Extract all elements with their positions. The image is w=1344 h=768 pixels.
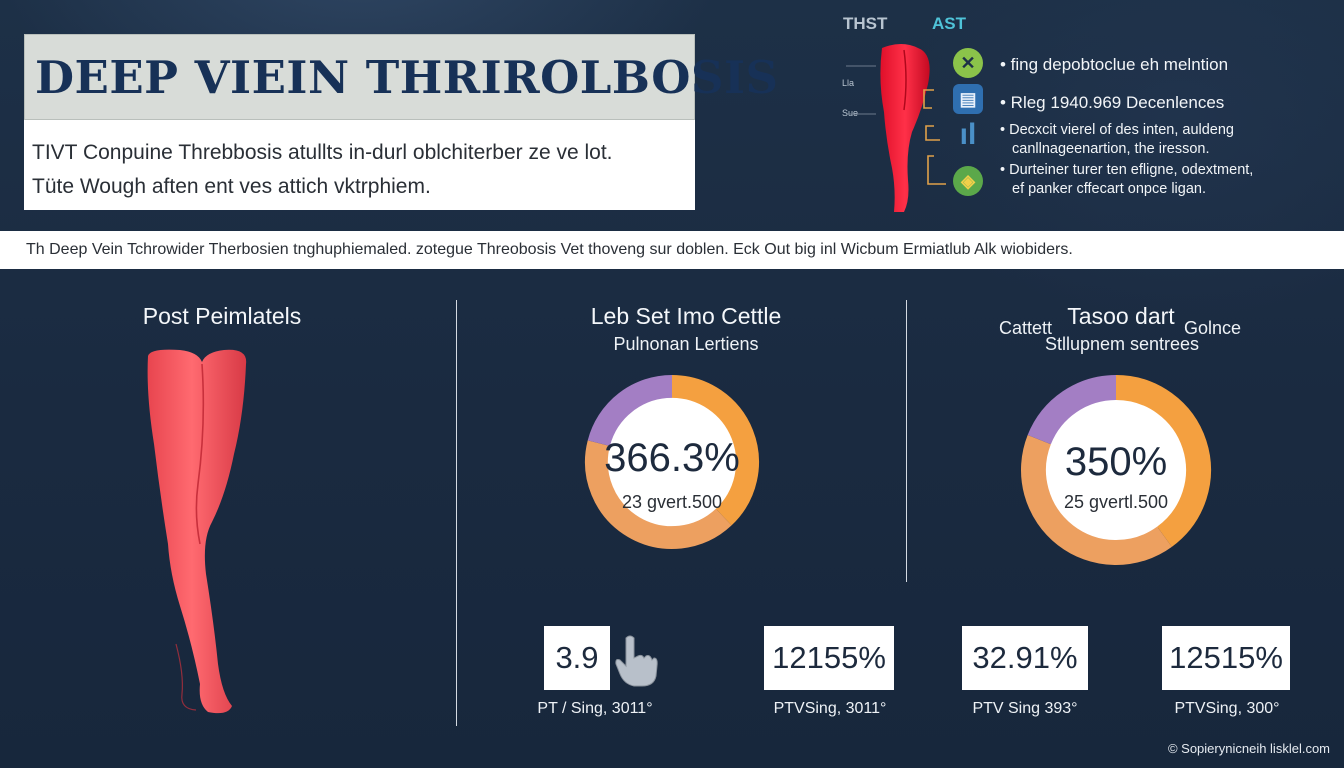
legend-connectors	[846, 65, 946, 185]
right-donut-value: 350%	[1064, 440, 1168, 484]
donut-slice-purple-arc	[587, 375, 673, 447]
middle-donut-subvalue: 23 gvert.500	[621, 492, 723, 512]
stat-caption-4: PTVSing, 300°	[1174, 700, 1280, 717]
page-title: DEEP VIEIN THRIROLBOSIS	[35, 50, 779, 104]
legend-bullet-2: • Rleg 1940.969 Decenlences	[1000, 93, 1225, 112]
middle-donut-value: 366.3%	[604, 436, 740, 480]
legend-bullet-1: • fing depobtoclue eh melntion	[1000, 55, 1229, 74]
stat-box-1: 3.9	[544, 626, 610, 690]
right-panel-side-right: Golnce	[1184, 318, 1242, 338]
red-leg-illustration	[880, 44, 930, 212]
pink-legs-illustration	[147, 349, 247, 714]
middle-panel-subtitle: Pulnonan Lertiens	[613, 334, 759, 354]
legend-bullet-3b: canllnageenartion, the iresson.	[1012, 141, 1210, 157]
left-panel-title: Post Peimlatels	[142, 303, 302, 329]
donut-center	[1044, 398, 1188, 542]
info-banner: Th Deep Vein Tchrowider Therbosien tnghu…	[0, 231, 1344, 269]
donut-center	[606, 396, 738, 528]
legend-label-left: THST	[843, 14, 888, 33]
right-panel-title: Tasoo dart	[1067, 303, 1175, 329]
document-icon: ▤	[953, 84, 983, 114]
divider-left	[456, 300, 457, 726]
stat-box-3: 32.91%	[962, 626, 1088, 690]
medal-icon: ◈	[953, 166, 983, 196]
right-donut-subvalue: 25 gvertl.500	[1063, 492, 1169, 512]
stat-caption-1: PT / Sing, 3011°	[537, 700, 653, 717]
right-panel-side-left: Cattett	[999, 318, 1053, 338]
right-donut: 350% 25 gvertl.500	[1020, 374, 1212, 566]
stat-value-4: 12515%	[1169, 640, 1283, 675]
stat-box-2: 12155%	[764, 626, 894, 690]
legend-bullet-4: • Durteiner turer ten efligne, odextment…	[1000, 162, 1254, 178]
donut-slice-orange-arc	[671, 375, 759, 526]
legend-bullet-4b: ef panker cffecart onpce ligan.	[1012, 181, 1206, 197]
stat-box-4: 12515%	[1162, 626, 1290, 690]
legend-tag-bottom: Sue	[842, 108, 859, 118]
right-donut-chart	[1021, 375, 1211, 565]
donut-slice-purple-arc	[1027, 375, 1117, 445]
donut-slice-orange-arc	[1115, 375, 1211, 547]
title-box: DEEP VIEIN THRIROLBOSIS	[24, 34, 778, 120]
banner-text: Th Deep Vein Tchrowider Therbosien tnghu…	[26, 241, 1073, 258]
right-panel-subtitle: Stllupnem sentrees	[1044, 334, 1200, 354]
footer-copyright: © Sopierynicneih lisklel.com	[1167, 741, 1330, 756]
middle-donut: 366.3% 23 gvert.500	[584, 374, 760, 550]
intro-line-1: TIVT Conpuine Threbbosis atullts in-durl…	[32, 141, 613, 164]
legend-bullet-3: • Decxcit vierel of des inten, auldeng	[1000, 122, 1234, 138]
intro-box: TIVT Conpuine Threbbosis atullts in-durl…	[24, 120, 695, 210]
divider-right	[906, 300, 907, 582]
middle-donut-chart	[585, 375, 759, 549]
stat-value-2: 12155%	[772, 640, 886, 675]
stat-value-1: 3.9	[555, 640, 599, 675]
pointer-hand-icon	[612, 632, 658, 688]
donut-slice-light-orange-arc	[585, 440, 732, 549]
x-icon: ✕	[953, 48, 983, 78]
chart-icon: ıl	[959, 118, 977, 151]
legend-label-right: AST	[932, 14, 966, 33]
donut-slice-light-orange-arc	[1021, 435, 1172, 565]
stat-caption-2: PTVSing, 3011°	[773, 700, 887, 717]
intro-line-2: Tüte Wough aften ent ves attich vktrphie…	[32, 175, 431, 198]
stat-caption-3: PTV Sing 393°	[972, 700, 1078, 717]
stat-value-3: 32.91%	[972, 640, 1078, 675]
legend-tag-top: Lla	[842, 78, 855, 88]
middle-panel-title: Leb Set Imo Cettle	[590, 303, 782, 329]
